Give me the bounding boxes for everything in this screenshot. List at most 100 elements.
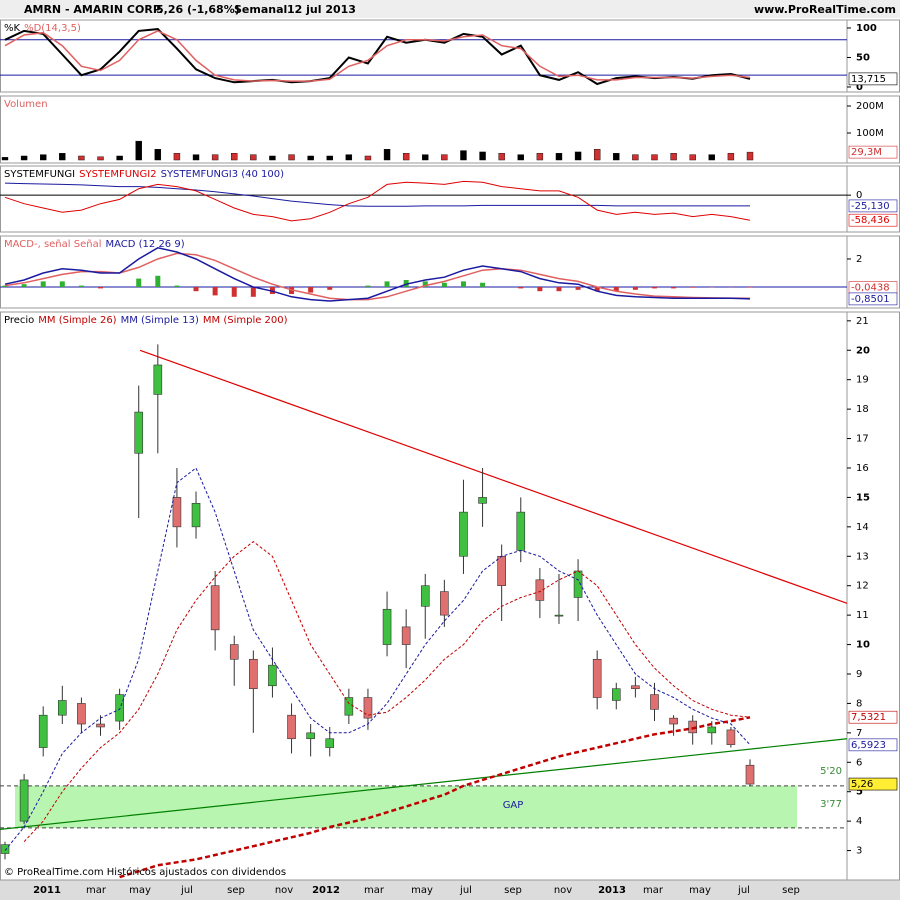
x-tick-label: may [129, 885, 151, 896]
volume-bar [517, 154, 524, 161]
candle-body [38, 714, 48, 748]
volume-bar [708, 154, 715, 161]
value-label: -58,436 [851, 215, 890, 226]
volume-bar [154, 149, 162, 161]
legend: Precio MM (Simple 26) MM (Simple 13) MM (Si… [4, 315, 288, 326]
legend: %K %D(14,3,5) [4, 23, 81, 34]
candle-body [688, 720, 697, 734]
histogram-bar [59, 281, 65, 287]
candle-body [96, 723, 105, 728]
series-line [4, 180, 751, 222]
candle-body [0, 844, 10, 854]
volume-bar [422, 154, 429, 161]
candle-body [363, 697, 373, 719]
y-tick-label: 7 [856, 728, 862, 739]
y-tick-label: 16 [856, 463, 869, 474]
histogram-bar [613, 286, 619, 292]
candle-body [554, 614, 564, 617]
legend-entry: SYSTEMFUNGI3 (40 100) [161, 169, 285, 180]
volume-bar [173, 153, 181, 161]
volume-bar [288, 154, 295, 161]
histogram-bar [231, 286, 237, 297]
histogram-bar [422, 281, 428, 287]
series-line [4, 30, 751, 82]
y-tick-label: 50 [856, 52, 870, 63]
x-tick-label: mar [86, 885, 107, 896]
candle-body [650, 694, 659, 710]
x-tick-label: 2012 [312, 885, 340, 896]
volume-bar [498, 153, 505, 161]
y-tick-label: 19 [856, 375, 869, 386]
volume-bar [269, 155, 276, 161]
volume-bar [383, 149, 391, 161]
x-tick-label: jul [459, 885, 472, 896]
value-label: -0,8501 [851, 294, 890, 305]
y-tick-label: 14 [856, 522, 869, 533]
site: www.ProRealTime.com [754, 3, 896, 16]
histogram-bar [690, 286, 696, 288]
period: Semanal [234, 3, 287, 16]
value-label: 5,26 [851, 779, 873, 790]
legend-entry: %D(14,3,5) [24, 23, 81, 34]
legend-entry: MM (Simple 26) [38, 315, 116, 326]
candle-body [249, 658, 258, 690]
volume-bar [20, 155, 28, 161]
candle-body [401, 626, 411, 645]
y-tick-label: 200M [856, 101, 884, 112]
histogram-bar [174, 285, 180, 287]
histogram-bar [575, 286, 581, 290]
volume-bar [231, 153, 238, 161]
x-tick-label: mar [364, 885, 385, 896]
value-box [848, 199, 898, 213]
legend-entry: SYSTEMFUNGI [4, 169, 75, 180]
volume-bar [746, 151, 754, 161]
x-tick-label: may [689, 885, 711, 896]
gap-zone [15, 785, 797, 828]
candle-body [707, 726, 717, 734]
series-line [4, 247, 751, 302]
candle-body [306, 732, 315, 740]
candle-body [229, 644, 239, 660]
x-tick-label: 2013 [598, 885, 626, 896]
symbol: AMRN - AMARIN CORP. [24, 3, 163, 16]
candle-body [745, 764, 755, 785]
histogram-bar [21, 284, 27, 287]
volume-bar [59, 153, 66, 161]
candle-body [420, 585, 430, 607]
legend-entry: SYSTEMFUNGI2 [79, 169, 156, 180]
value-label: 13,715 [851, 74, 886, 85]
y-tick-label: 9 [856, 669, 862, 680]
volume-bar [78, 155, 85, 161]
candle-body [535, 579, 545, 601]
value-label: 7,5321 [851, 712, 886, 723]
value-box [848, 292, 898, 306]
volume-bar [441, 154, 448, 161]
histogram-bar [556, 286, 562, 292]
y-tick-label: 3 [856, 846, 862, 857]
candle-body [592, 658, 602, 698]
histogram-bar [250, 286, 256, 297]
series-line [119, 716, 751, 879]
value-label: 29,3M [851, 147, 882, 158]
histogram-bar [460, 281, 466, 287]
x-tick-label: 2011 [33, 885, 61, 896]
trendline [0, 738, 848, 830]
volume-bar [345, 154, 353, 161]
y-tick-label: 13 [856, 551, 869, 562]
y-tick-label: 8 [856, 698, 862, 709]
candle-body [611, 688, 621, 701]
volume-bar [211, 154, 219, 161]
gap-high-label: 5'20 [820, 766, 842, 777]
value-box [848, 777, 898, 791]
x-tick-label: mar [643, 885, 664, 896]
volume-bar [670, 153, 677, 161]
volume-bar [1, 157, 9, 161]
y-tick-label: 18 [856, 404, 869, 415]
y-tick-label: 0 [856, 190, 862, 201]
value-label: 6,5923 [851, 740, 886, 751]
series-line [4, 28, 751, 86]
value-box [848, 738, 898, 752]
volume-bar [613, 153, 620, 161]
legend: Volumen [4, 99, 48, 110]
volume-bar [40, 154, 47, 161]
